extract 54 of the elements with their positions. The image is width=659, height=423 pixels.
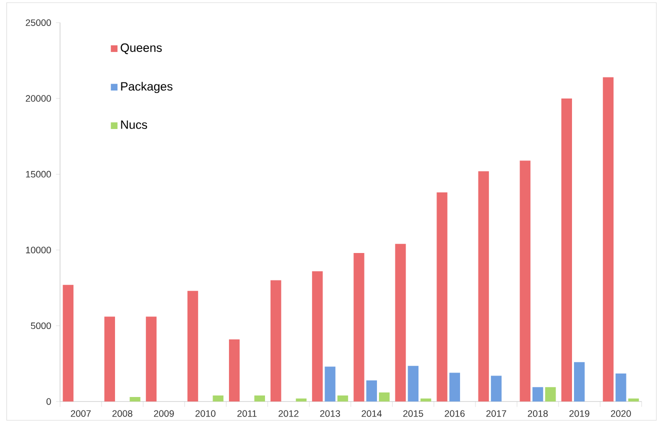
bar [254, 396, 265, 402]
legend-label: Packages [121, 82, 172, 94]
x-tick-label: 2019 [569, 410, 590, 417]
x-tick-label: 2008 [112, 410, 132, 417]
x-tick-label: 2017 [486, 410, 506, 417]
x-tick-label: 2015 [403, 410, 424, 417]
x-tick-label: 2020 [610, 410, 631, 417]
bar [378, 392, 390, 402]
x-tick-label: 2013 [320, 410, 340, 417]
bar [366, 380, 377, 402]
bar [312, 271, 323, 402]
bar [62, 284, 74, 402]
bar [296, 398, 307, 402]
bar [602, 77, 614, 402]
y-tick-label: 0 [46, 398, 51, 405]
x-tick-label: 2012 [278, 410, 298, 417]
bar [354, 253, 364, 402]
x-tick-label: 2010 [196, 410, 216, 417]
x-tick-label: 2014 [362, 410, 382, 417]
bar [408, 366, 418, 402]
bar [130, 397, 140, 402]
bar [574, 362, 585, 402]
bar [420, 398, 432, 402]
bar [490, 376, 502, 402]
bar [337, 396, 348, 402]
x-tick-label: 2011 [237, 410, 257, 417]
legend-label: Nucs [121, 120, 148, 129]
bar [395, 244, 406, 402]
bar [187, 290, 198, 402]
bar [545, 387, 556, 402]
x-tick-label: 2016 [444, 410, 465, 417]
y-tick-label: 5000 [30, 322, 51, 330]
bar [146, 316, 157, 402]
bar [478, 171, 489, 402]
bar [520, 160, 530, 402]
bar [616, 374, 626, 402]
bar [212, 396, 224, 402]
bar [104, 316, 116, 402]
x-tick-label: 2009 [154, 410, 174, 417]
bar [628, 398, 639, 402]
y-tick-label: 15000 [26, 170, 51, 178]
bar [561, 98, 572, 402]
bar [324, 366, 336, 402]
y-tick-label: 25000 [26, 19, 51, 26]
x-tick-label: 2018 [528, 410, 548, 417]
bar [228, 339, 240, 402]
y-tick-label: 20000 [26, 95, 51, 102]
bar [270, 280, 282, 402]
x-tick-label: 2007 [70, 410, 91, 417]
y-tick-label: 10000 [26, 246, 51, 254]
bar [436, 192, 448, 402]
legend-label: Queens [120, 43, 162, 54]
bar [449, 372, 460, 402]
bar [532, 387, 544, 402]
